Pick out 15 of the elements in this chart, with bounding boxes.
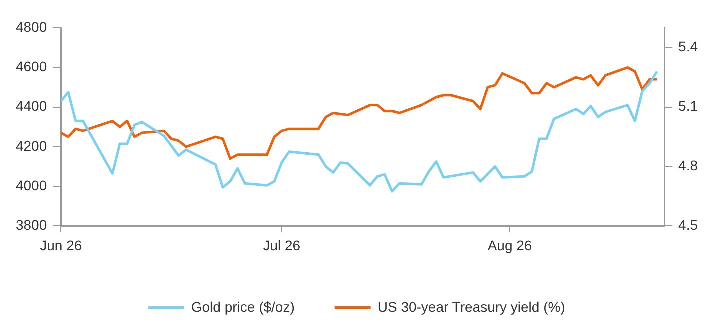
x-tick-label: Jun 26	[40, 237, 82, 254]
y2-tick-label: 4.5	[678, 217, 698, 234]
y-tick-label: 4800	[16, 18, 48, 35]
legend-label: Gold price ($/oz)	[191, 298, 295, 315]
y-tick-label: 3800	[16, 217, 48, 234]
y2-tick-label: 5.4	[678, 38, 698, 55]
legend-label: US 30-year Treasury yield (%)	[378, 298, 566, 315]
y-tick-label: 4400	[16, 98, 48, 114]
y-tick-label: 4000	[16, 177, 48, 194]
y-tick-label: 4200	[16, 138, 48, 154]
y2-tick-label: 5.1	[678, 98, 698, 114]
x-tick-label: Jul 26	[263, 237, 301, 254]
y-tick-label: 4600	[16, 58, 48, 74]
y2-tick-label: 4.8	[678, 158, 698, 174]
x-tick-label: Aug 26	[488, 237, 532, 254]
